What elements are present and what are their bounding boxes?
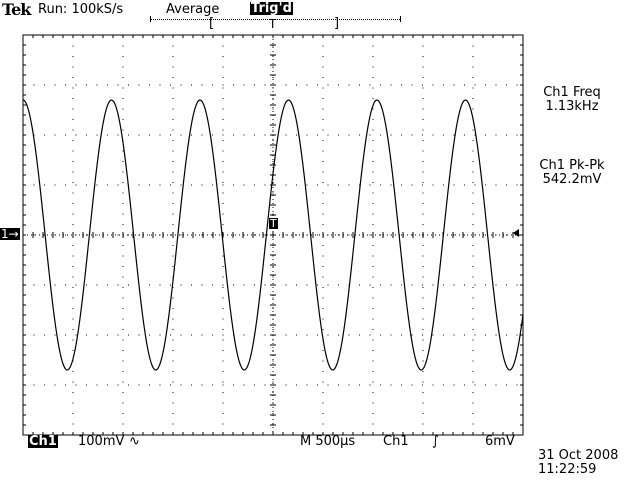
trigger-slope-icon: ∫: [432, 434, 439, 449]
ch1-freq-value: 1.13kHz: [545, 99, 599, 114]
time: 11:22:59: [538, 462, 597, 477]
acquire-mode: Average: [166, 2, 220, 17]
trigger-level: 6mV: [485, 434, 515, 449]
brand-logo: Tek: [2, 0, 31, 19]
channel-badge: Ch1: [28, 434, 58, 449]
ch1-pkpk-value: 542.2mV: [542, 172, 602, 187]
ch1-ground-marker: 1→: [0, 227, 20, 241]
graticule: [22, 34, 524, 436]
ch1-waveform: [22, 99, 524, 371]
ch1-pkpk-label: Ch1 Pk-Pk: [539, 158, 605, 173]
trigger-level-arrow-icon: [513, 229, 519, 237]
record-bar-left-tick: [150, 16, 151, 22]
trigger-source: Ch1: [383, 434, 409, 449]
trigger-status: Trig'd: [250, 1, 293, 16]
ch1-freq-label: Ch1 Freq: [543, 85, 601, 100]
volts-per-div: 100mV: [78, 434, 125, 449]
run-status: Run: 100kS/s: [38, 2, 124, 17]
coupling-icon: ∿: [129, 434, 140, 449]
trigger-position-marker: T: [269, 217, 278, 230]
timebase: M 500µs: [300, 434, 356, 449]
record-trigger-marker: T: [269, 17, 277, 31]
trigger-bracket-right: ]: [334, 16, 340, 31]
record-bar-right-tick: [400, 16, 401, 22]
record-bar: [150, 19, 400, 21]
date: 31 Oct 2008: [538, 448, 619, 463]
trigger-bracket-left: [: [209, 16, 215, 31]
